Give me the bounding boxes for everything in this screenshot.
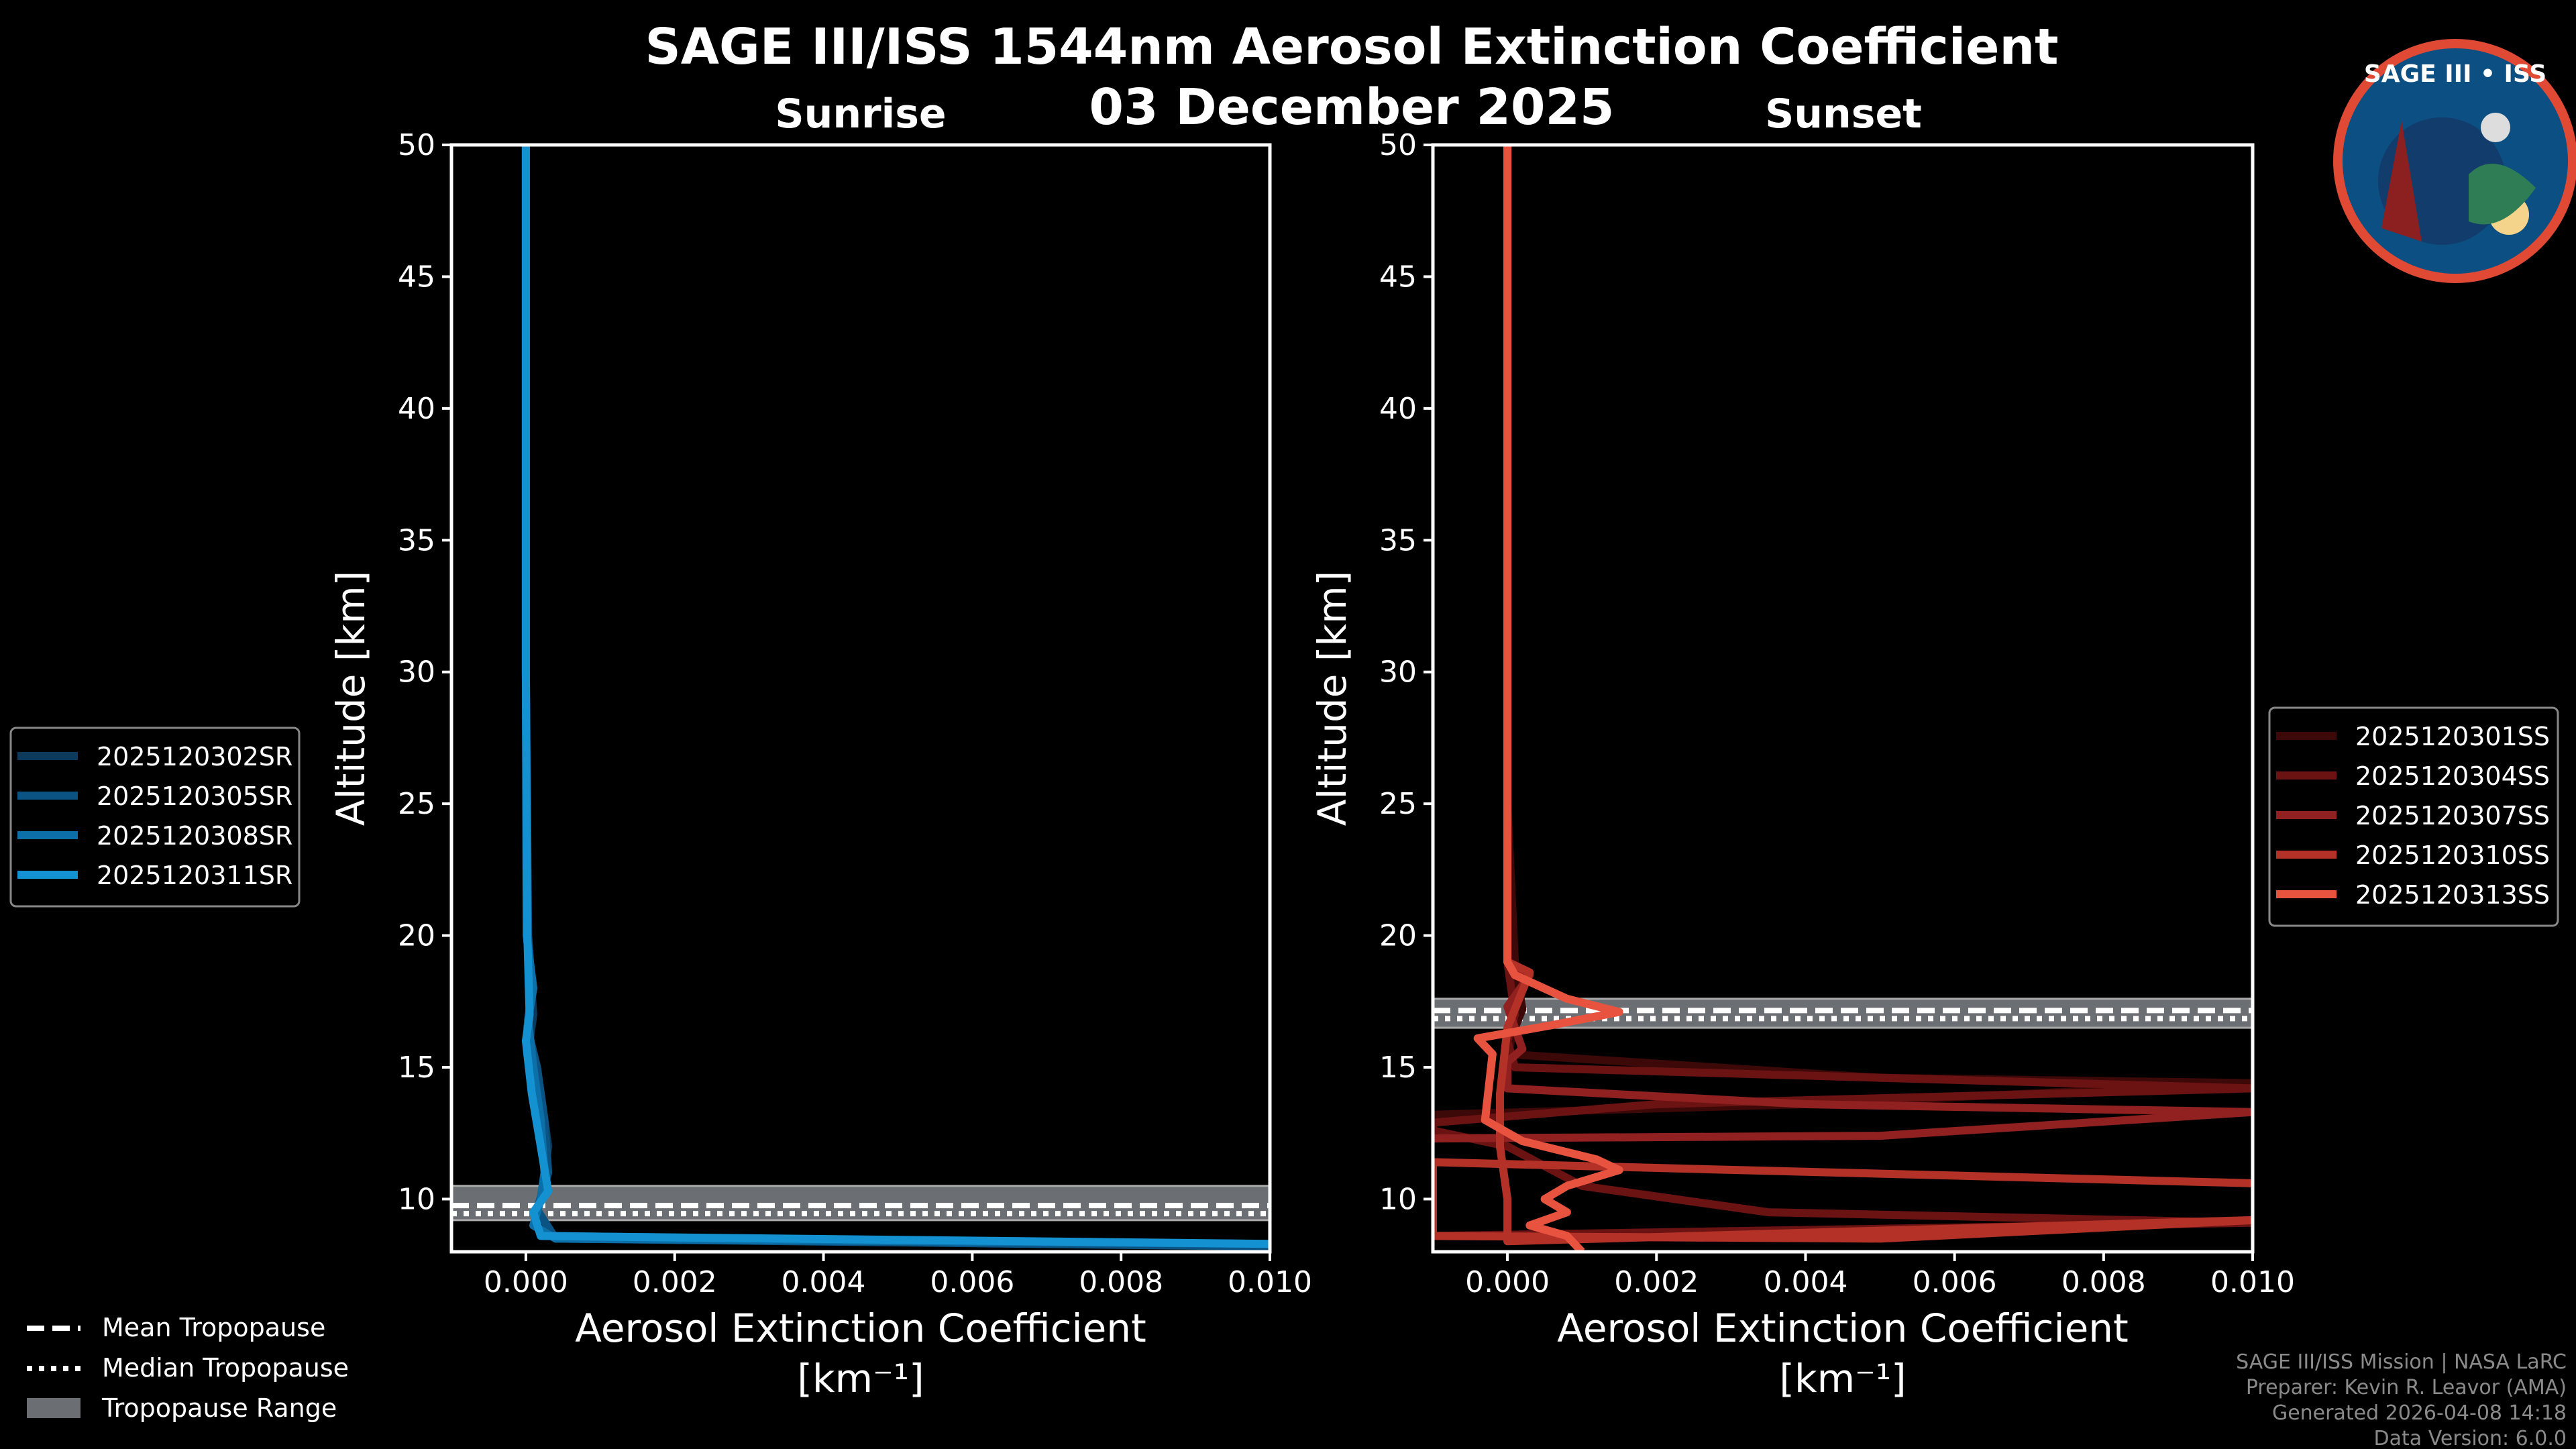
y-tick-label: 50 xyxy=(1379,128,1417,162)
sunrise-axes: 10 15 20 25 30 35 40 45 50 0.000 0.002 0.004 0.006 0.… xyxy=(9,91,1312,1401)
subplot-title: Sunrise xyxy=(775,91,946,138)
series-line-2025120302SR xyxy=(521,145,1270,1251)
figure-date: 03 December 2025 xyxy=(1089,78,1615,136)
x-tick-label: 0.002 xyxy=(633,1265,717,1299)
median-tropopause-label: Median Tropopause xyxy=(102,1353,349,1383)
series-line-2025120304SS xyxy=(1433,145,2253,1240)
y-tick-label: 10 xyxy=(1379,1182,1417,1216)
series-line-2025120311SR xyxy=(521,145,1270,1248)
y-tick-label: 40 xyxy=(1379,392,1417,426)
sunset-axes: 10 15 20 25 30 35 40 45 50 0.000 0.002 0.004 0.006 0.… xyxy=(1309,91,2559,1401)
legend-label: 2025120307SS xyxy=(2355,801,2550,830)
y-tick-label: 20 xyxy=(1379,919,1417,953)
y-tick-label: 25 xyxy=(1379,787,1417,821)
y-tick-label: 15 xyxy=(398,1051,435,1085)
axes-frame xyxy=(1431,143,2255,1254)
y-tick-label: 45 xyxy=(398,260,435,294)
mean-tropopause-label: Mean Tropopause xyxy=(102,1313,325,1342)
x-tick-label: 0.002 xyxy=(1614,1265,1699,1299)
x-tick-label: 0.010 xyxy=(2210,1265,2295,1299)
y-tick-label: 30 xyxy=(398,655,435,690)
tropopause-range-swatch xyxy=(27,1398,80,1418)
x-tick-label: 0.000 xyxy=(484,1265,568,1299)
axes-frame xyxy=(449,143,1272,1254)
tropopause-legend: Mean Tropopause Median Tropopause Tropop… xyxy=(27,1313,349,1423)
series-line-2025120308SR xyxy=(521,145,1270,1248)
y-tick-label: 10 xyxy=(398,1182,435,1216)
y-tick-label: 15 xyxy=(1379,1051,1417,1085)
series-line-2025120313SS xyxy=(1473,145,1623,1252)
series-line-2025120301SS xyxy=(1433,145,2253,1119)
plot-area xyxy=(451,145,1270,1251)
legend-label: 2025120301SS xyxy=(2355,722,2550,751)
series-legend: 2025120301SS 2025120304SS 2025120307SS 2025… xyxy=(2268,706,2559,927)
tropopause-range-label: Tropopause Range xyxy=(101,1393,337,1423)
y-axis-label: Altitude [km] xyxy=(328,571,374,826)
series-legend: 2025120302SR 2025120305SR 2025120308SR 2025… xyxy=(9,727,301,908)
x-tick-label: 0.008 xyxy=(1079,1265,1163,1299)
figure-title: SAGE III/ISS 1544nm Aerosol Extinction C… xyxy=(645,18,2058,76)
legend-label: 2025120308SR xyxy=(97,821,292,851)
legend-label: 2025120313SS xyxy=(2355,880,2550,910)
x-axis-unit: [km⁻¹] xyxy=(797,1356,924,1401)
y-tick-label: 45 xyxy=(1379,260,1417,294)
x-tick-label: 0.010 xyxy=(1228,1265,1312,1299)
credit-version: Data Version: 6.0.0 xyxy=(2374,1427,2567,1449)
series-line-2025120305SR xyxy=(521,145,1270,1251)
subplot-title: Sunset xyxy=(1765,91,1922,138)
y-tick-label: 35 xyxy=(1379,523,1417,557)
x-axis-unit: [km⁻¹] xyxy=(1779,1356,1906,1401)
x-tick-label: 0.004 xyxy=(782,1265,866,1299)
y-tick-label: 35 xyxy=(398,523,435,557)
y-axis-label: Altitude [km] xyxy=(1309,571,1355,826)
y-tick-label: 40 xyxy=(398,392,435,426)
plot-area xyxy=(1433,145,2253,1252)
x-tick-label: 0.004 xyxy=(1763,1265,1847,1299)
logo-text: SAGE III • ISS xyxy=(2364,60,2546,88)
credit-preparer: Preparer: Kevin R. Leavor (AMA) xyxy=(2246,1376,2567,1399)
x-tick-label: 0.006 xyxy=(1913,1265,1997,1299)
credit-generated: Generated 2026-04-08 14:18 xyxy=(2272,1401,2567,1425)
x-tick-label: 0.000 xyxy=(1465,1265,1550,1299)
legend-frame xyxy=(2268,706,2559,927)
sage-iss-logo: SAGE III • ISS xyxy=(2333,39,2576,283)
credit-mission: SAGE III/ISS Mission | NASA LaRC xyxy=(2236,1350,2567,1374)
legend-label: 2025120305SR xyxy=(97,782,292,811)
legend-label: 2025120310SS xyxy=(2355,841,2550,870)
x-axis-label: Aerosol Extinction Coefficient xyxy=(1557,1305,2129,1351)
credits: SAGE III/ISS Mission | NASA LaRC Prepare… xyxy=(2236,1350,2567,1449)
y-tick-label: 25 xyxy=(398,787,435,821)
legend-label: 2025120311SR xyxy=(97,861,292,890)
y-tick-label: 20 xyxy=(398,919,435,953)
legend-label: 2025120302SR xyxy=(97,742,292,771)
legend-frame xyxy=(9,727,301,908)
x-tick-label: 0.008 xyxy=(2061,1265,2146,1299)
legend-label: 2025120304SS xyxy=(2355,761,2550,791)
y-tick-label: 50 xyxy=(398,128,435,162)
y-tick-label: 30 xyxy=(1379,655,1417,690)
x-tick-label: 0.006 xyxy=(930,1265,1014,1299)
x-axis-label: Aerosol Extinction Coefficient xyxy=(575,1305,1146,1351)
